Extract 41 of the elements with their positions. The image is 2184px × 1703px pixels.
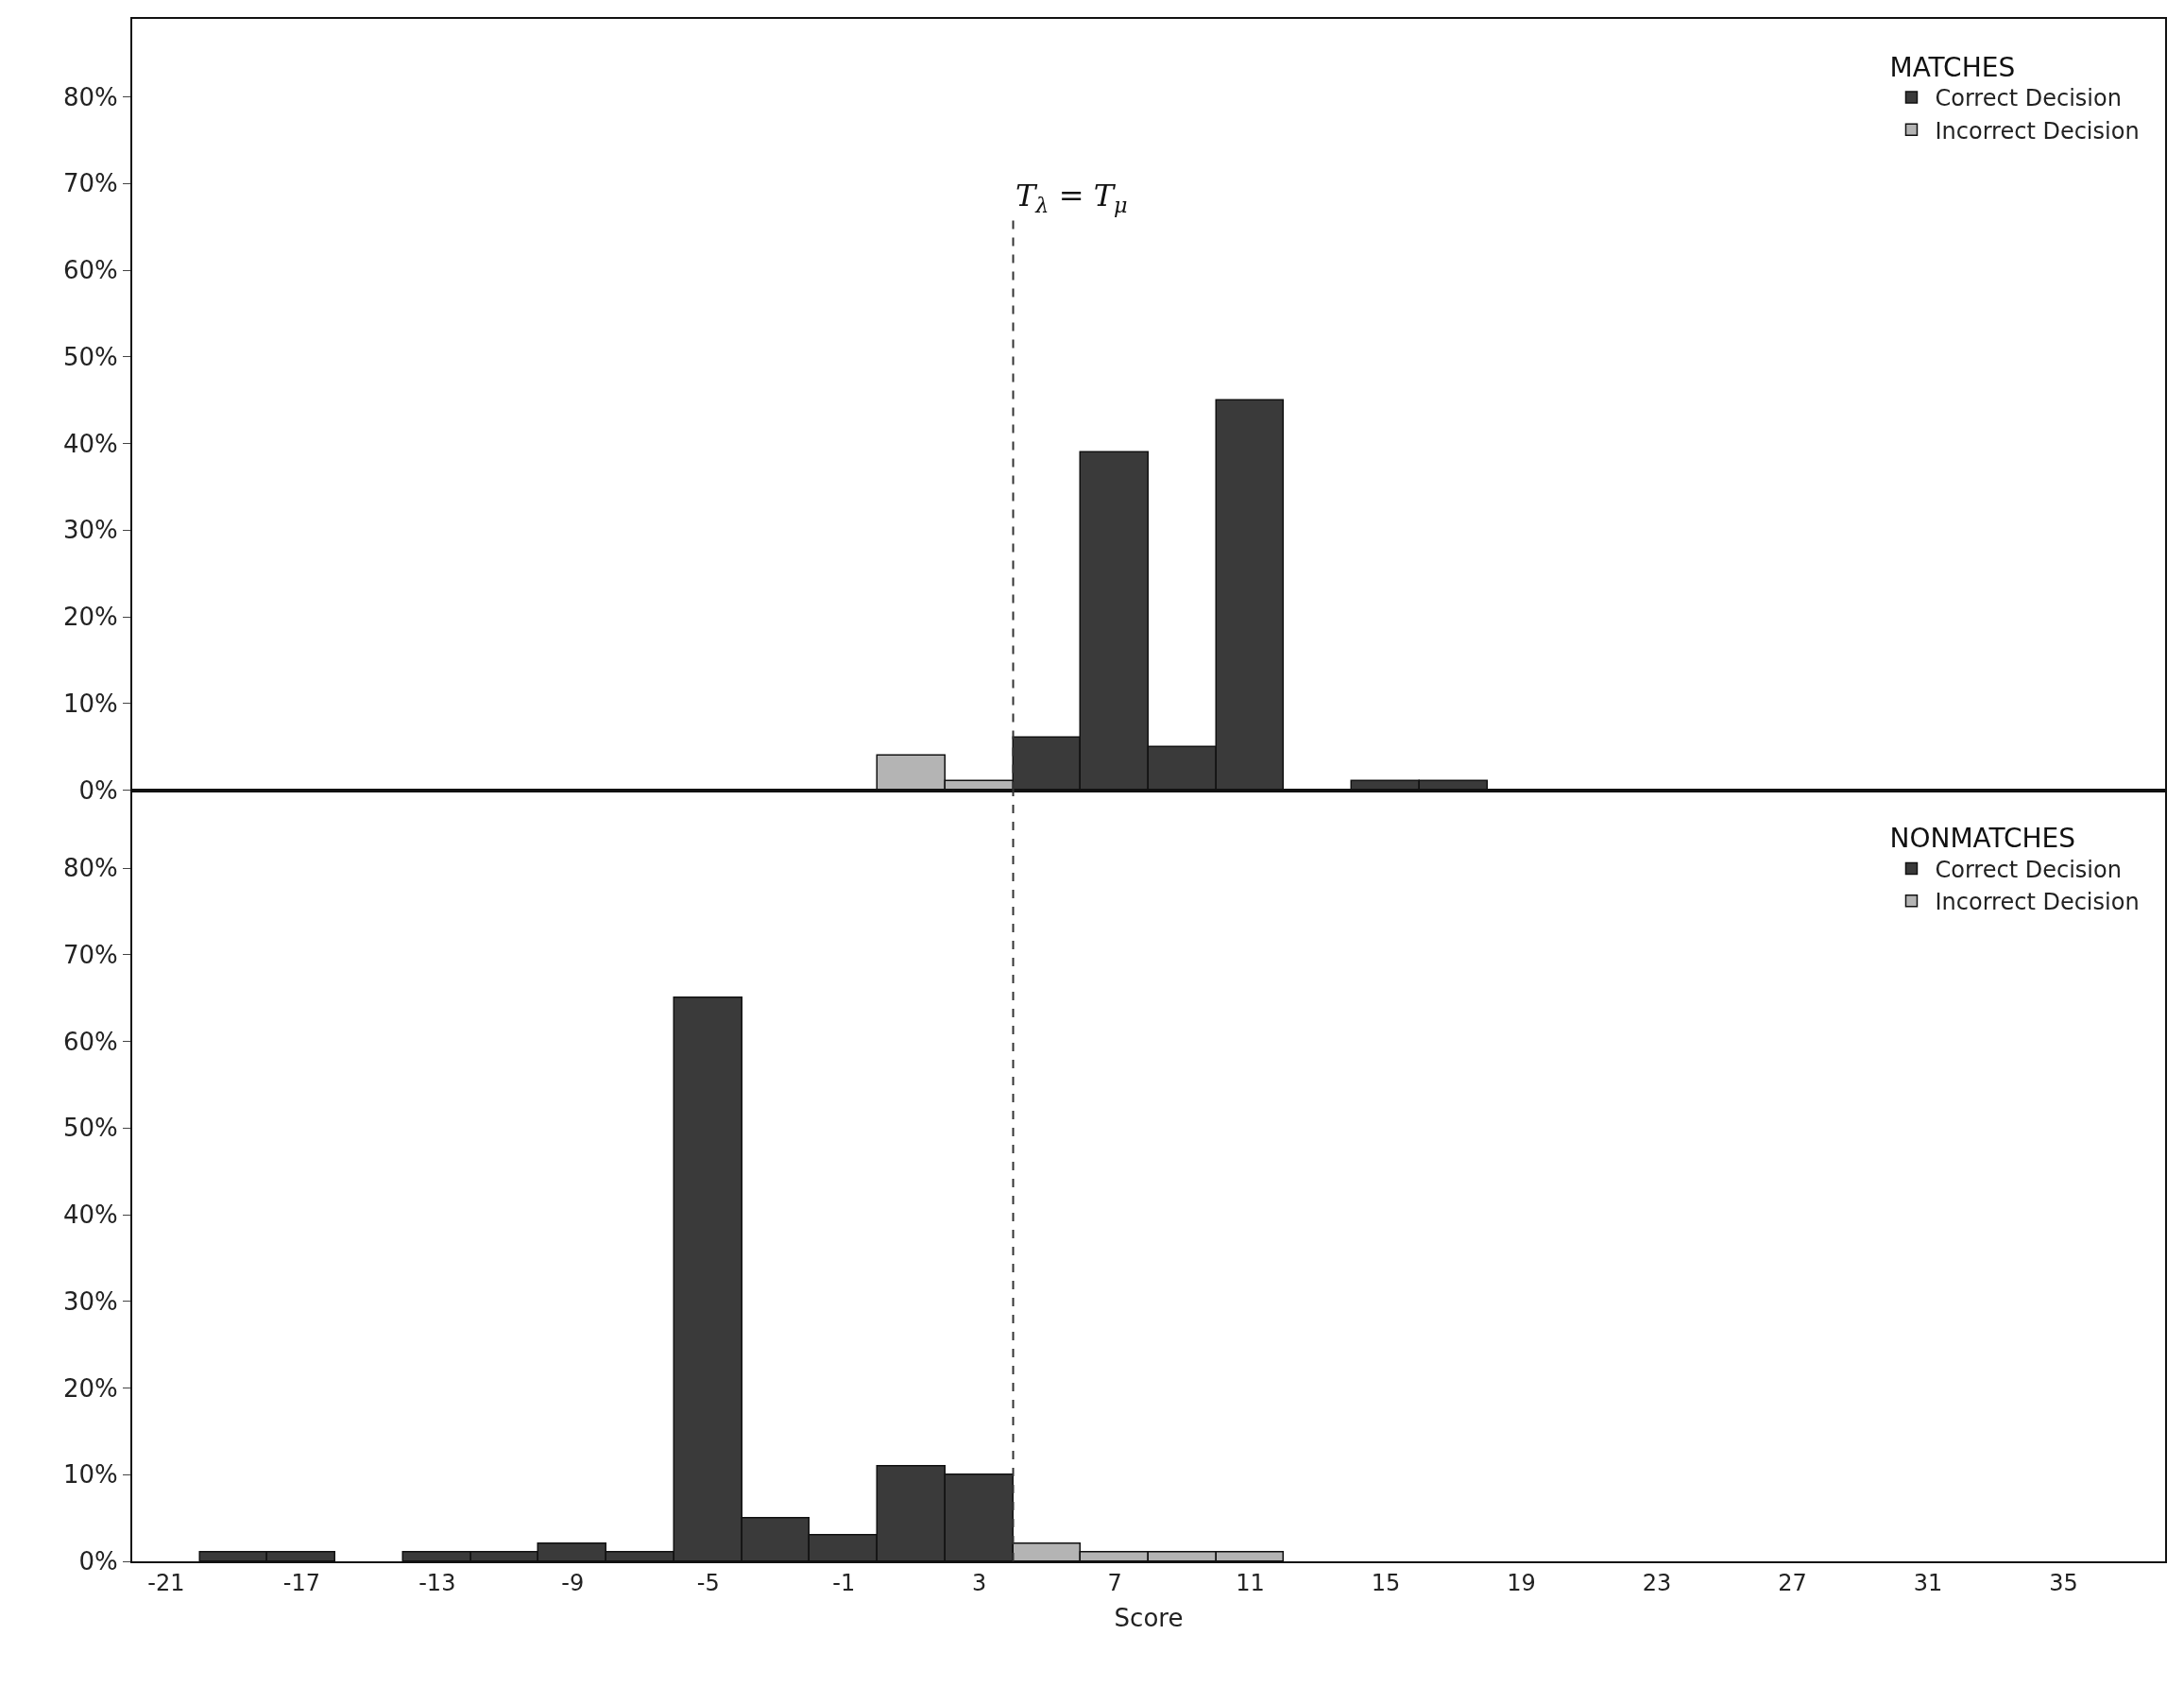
x-tick-label: 7: [1107, 1569, 1122, 1596]
y-tick-label: 80%: [63, 82, 118, 111]
y-tick-label: 70%: [63, 169, 118, 198]
y-tick-label: 40%: [63, 429, 118, 458]
x-tick-label: 23: [1642, 1569, 1672, 1596]
x-tick-label: -5: [696, 1569, 720, 1596]
ref-line-label: T$_{λ}$ = T$_{μ}$: [1015, 178, 1128, 217]
legend-title: MATCHES: [1889, 51, 2016, 83]
y-tick-label: 50%: [63, 342, 118, 371]
y-tick-label: 20%: [63, 1373, 118, 1403]
x-tick-label: -21: [147, 1569, 185, 1596]
y-tick-label: 40%: [63, 1201, 118, 1230]
y-tick-label: 30%: [63, 1286, 118, 1316]
x-tick-label: 19: [1507, 1569, 1536, 1596]
y-tick-label: 10%: [63, 1460, 118, 1490]
x-tick-label: 31: [1913, 1569, 1943, 1596]
x-tick-label: -13: [418, 1569, 456, 1596]
x-tick-label: 11: [1236, 1569, 1265, 1596]
y-tick-label: 10%: [63, 689, 118, 718]
x-tick-label: -1: [832, 1569, 856, 1596]
legend-label: Incorrect Decision: [1935, 889, 2140, 916]
x-tick-label: 15: [1371, 1569, 1401, 1596]
legend-title: NONMATCHES: [1889, 823, 2076, 855]
x-tick-label: 35: [2049, 1569, 2078, 1596]
y-tick-label: 20%: [63, 603, 118, 632]
x-axis-title: Score: [1114, 1604, 1184, 1632]
y-tick-label: 0%: [78, 1547, 118, 1576]
y-tick-label: 70%: [63, 940, 118, 969]
y-tick-label: 0%: [78, 775, 118, 805]
x-tick-label: 3: [972, 1569, 987, 1596]
legend-label: Correct Decision: [1935, 85, 2122, 112]
x-tick-label: 27: [1778, 1569, 1807, 1596]
y-tick-label: 60%: [63, 256, 118, 285]
legend-label: Correct Decision: [1935, 856, 2122, 883]
y-tick-label: 60%: [63, 1027, 118, 1056]
x-tick-label: -9: [561, 1569, 585, 1596]
y-tick-label: 50%: [63, 1114, 118, 1143]
x-tick-label: -17: [282, 1569, 320, 1596]
y-tick-label: 80%: [63, 854, 118, 883]
y-tick-label: 30%: [63, 516, 118, 545]
legend-label: Incorrect Decision: [1935, 117, 2140, 145]
